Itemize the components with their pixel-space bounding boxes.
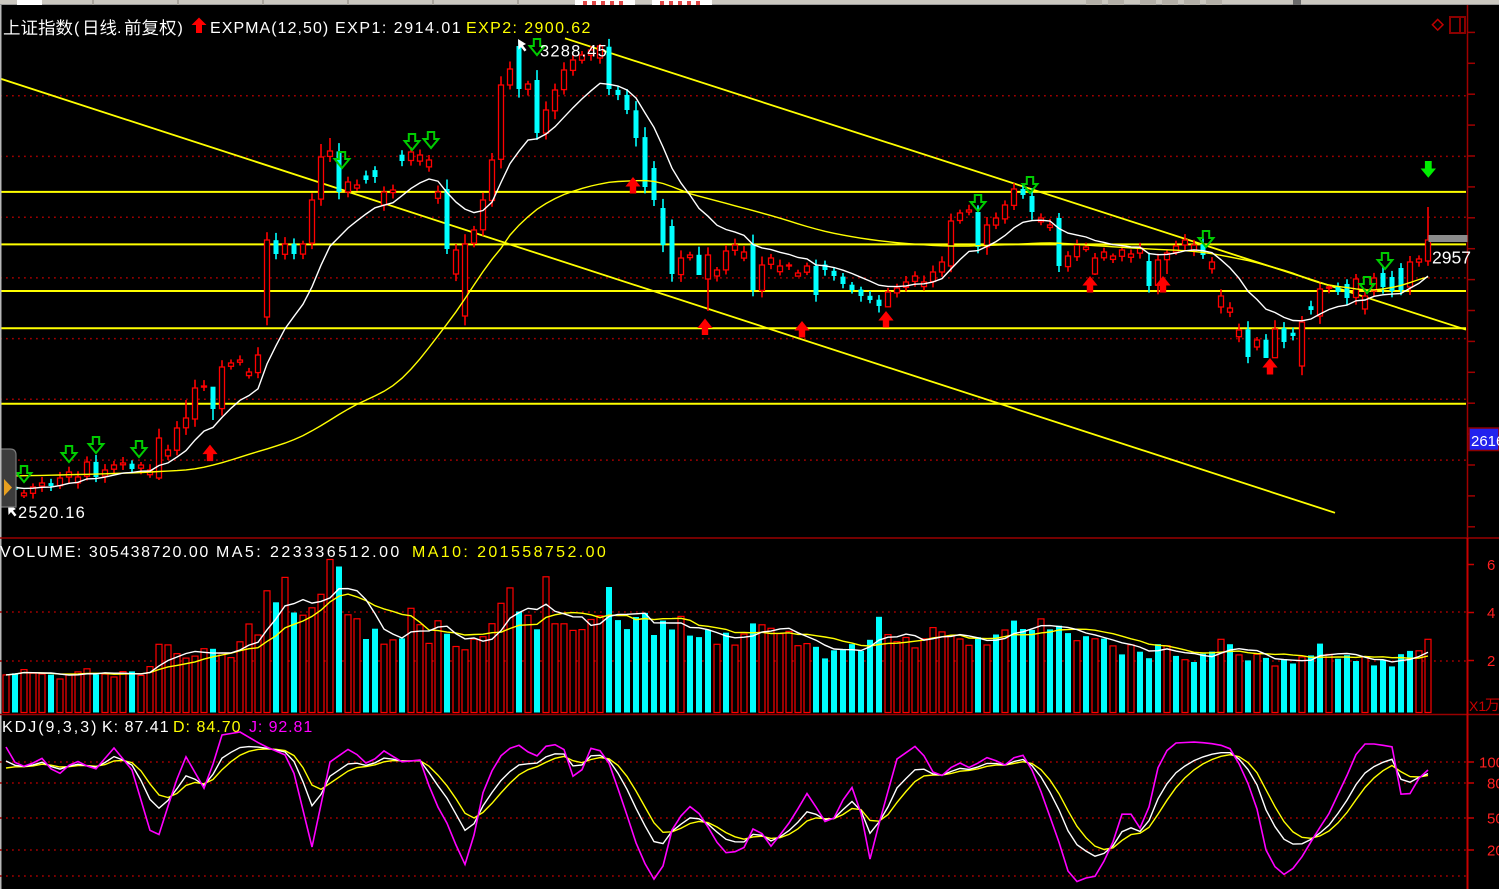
svg-text:3288.45: 3288.45 bbox=[540, 43, 608, 61]
svg-text:MA5: 223336512.00: MA5: 223336512.00 bbox=[216, 544, 402, 561]
svg-text:EXPMA(12,50): EXPMA(12,50) bbox=[210, 20, 329, 37]
svg-text:): ) bbox=[178, 20, 183, 37]
svg-text:J: 92.81: J: 92.81 bbox=[249, 719, 313, 736]
svg-text:20: 20 bbox=[1487, 843, 1499, 860]
svg-text:EXP2: 2900.62: EXP2: 2900.62 bbox=[466, 20, 592, 37]
svg-text:KDJ(9,3,3): KDJ(9,3,3) bbox=[2, 719, 98, 736]
svg-text:VOLUME: 305438720.00: VOLUME: 305438720.00 bbox=[0, 544, 210, 561]
svg-text:50: 50 bbox=[1487, 811, 1499, 828]
svg-text:2: 2 bbox=[1487, 653, 1495, 670]
svg-text:80: 80 bbox=[1487, 776, 1499, 793]
svg-text:X1: X1 bbox=[1469, 698, 1486, 714]
svg-text:EXP1: 2914.01: EXP1: 2914.01 bbox=[335, 20, 462, 37]
svg-text:2520.16: 2520.16 bbox=[18, 504, 86, 522]
svg-text:100: 100 bbox=[1479, 755, 1499, 772]
svg-text:D: 84.70: D: 84.70 bbox=[173, 719, 241, 736]
svg-text:2616: 2616 bbox=[1471, 433, 1499, 450]
svg-text:.: . bbox=[117, 20, 121, 37]
svg-text:MA10: 201558752.00: MA10: 201558752.00 bbox=[412, 544, 608, 561]
svg-text:(: ( bbox=[74, 20, 80, 37]
svg-text:2957: 2957 bbox=[1432, 248, 1471, 268]
svg-text:K: 87.41: K: 87.41 bbox=[102, 719, 170, 736]
svg-text:4: 4 bbox=[1487, 605, 1495, 622]
svg-text:6: 6 bbox=[1487, 557, 1495, 574]
